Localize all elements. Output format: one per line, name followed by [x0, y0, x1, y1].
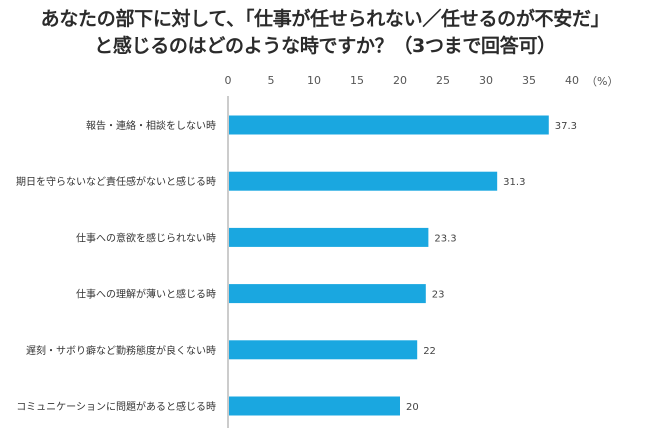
x-axis-unit-label: （%）	[586, 75, 618, 88]
category-label: 期日を守らないなど責任感がないと感じる時	[16, 175, 216, 188]
x-tick-label: 35	[522, 74, 536, 87]
value-label: 31.3	[503, 177, 525, 188]
bars	[229, 115, 549, 416]
bar	[229, 396, 400, 416]
x-tick-label: 30	[479, 74, 493, 87]
category-label: 報告・連絡・相談をしない時	[86, 119, 216, 132]
category-label: 仕事への理解が薄いと感じる時	[76, 288, 216, 301]
category-label: コミュニケーションに問題があると感じる時	[16, 400, 216, 413]
x-axis-ticks: 0 5 10 15 20 25 30 35 40	[225, 74, 580, 87]
bar	[229, 171, 498, 191]
category-label: 遅刻・サボり癖など勤務態度が良くない時	[26, 344, 216, 357]
value-label: 23.3	[434, 233, 456, 244]
x-tick-label: 10	[307, 74, 321, 87]
bar	[229, 227, 429, 247]
value-labels: 37.3 31.3 23.3 23 22 20	[406, 121, 577, 413]
category-labels: 報告・連絡・相談をしない時期日を守らないなど責任感がないと感じる時仕事への意欲を…	[16, 119, 216, 413]
category-label: 仕事への意欲を感じられない時	[76, 231, 216, 244]
x-tick-label: 15	[350, 74, 364, 87]
bar	[229, 340, 418, 360]
x-tick-label: 25	[436, 74, 450, 87]
bar	[229, 284, 426, 304]
x-tick-label: 0	[225, 74, 232, 87]
value-label: 37.3	[555, 121, 577, 132]
chart-title-line1: あなたの部下に対して、「仕事が任せられない／任せるのが不安だ」	[40, 8, 610, 30]
x-tick-label: 40	[565, 74, 579, 87]
value-label: 23	[432, 290, 445, 301]
value-label: 20	[406, 402, 419, 413]
chart-title: あなたの部下に対して、「仕事が任せられない／任せるのが不安だ」 と感じるのはどの…	[0, 6, 650, 60]
chart-title-line2: と感じるのはどのような時ですか？（3つまで回答可）	[94, 35, 556, 57]
x-tick-label: 5	[268, 74, 275, 87]
value-label: 22	[423, 346, 436, 357]
x-tick-label: 20	[393, 74, 407, 87]
bar	[229, 115, 549, 135]
